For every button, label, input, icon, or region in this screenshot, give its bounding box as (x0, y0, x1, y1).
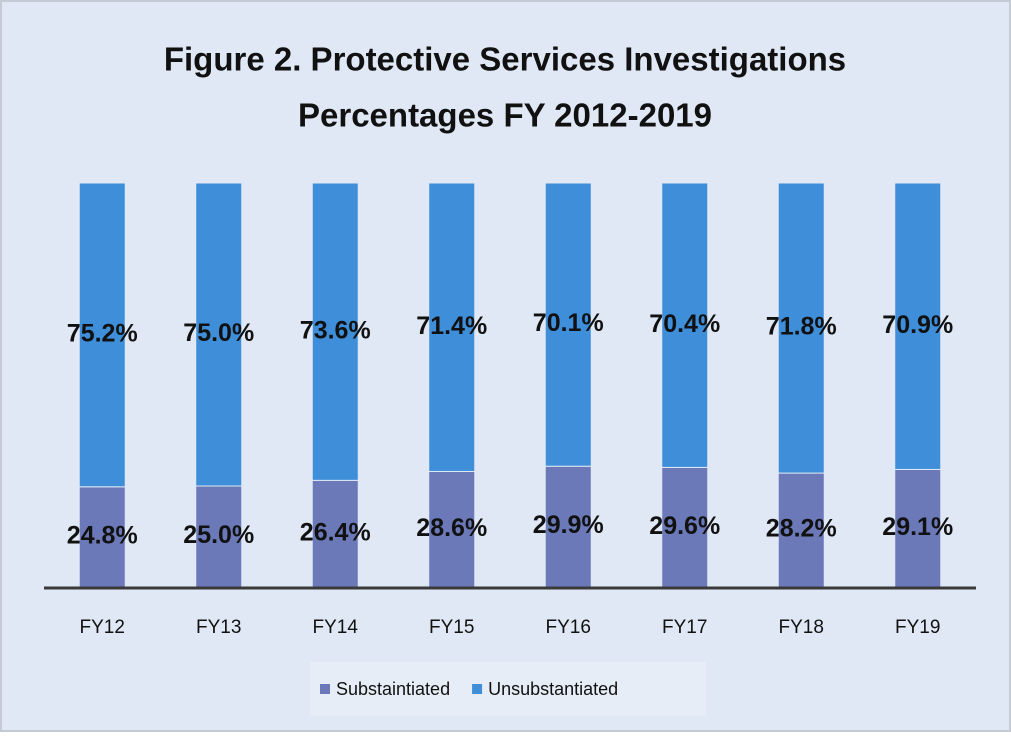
bar-segment (195, 182, 243, 487)
bar-segment (544, 465, 592, 588)
bar-segment (428, 182, 476, 472)
x-tick-label: FY14 (313, 617, 359, 638)
x-tick-label: FY12 (80, 617, 125, 638)
chart-title: Percentages FY 2012-2019 (298, 97, 712, 134)
value-label: 70.1% (533, 309, 604, 337)
legend-label: Substaintiated (336, 679, 450, 699)
bar-segment (311, 182, 359, 481)
value-label: 24.8% (67, 522, 138, 550)
legend-label: Unsubstantiated (488, 679, 618, 699)
value-label: 28.2% (766, 515, 837, 543)
chart-title: Figure 2. Protective Services Investigat… (164, 41, 846, 78)
value-label: 29.6% (649, 512, 720, 540)
bar-segment (544, 182, 592, 467)
bar-segment (78, 486, 126, 588)
bar-segment (428, 470, 476, 588)
bar-segment (777, 182, 825, 474)
legend-marker (472, 684, 483, 694)
legend-box (310, 662, 706, 716)
value-label: 75.0% (183, 319, 254, 347)
value-label: 29.9% (533, 511, 604, 539)
value-label: 70.4% (649, 310, 720, 338)
x-tick-label: FY18 (779, 617, 824, 638)
value-label: 75.2% (67, 320, 138, 348)
value-label: 26.4% (300, 518, 371, 546)
value-label: 29.1% (882, 513, 953, 541)
x-tick-label: FY16 (546, 617, 591, 638)
x-tick-label: FY15 (429, 617, 474, 638)
bar-segment (661, 182, 709, 468)
x-tick-label: FY13 (196, 617, 241, 638)
legend-marker (320, 684, 330, 694)
value-label: 71.4% (416, 312, 487, 340)
value-label: 25.0% (183, 521, 254, 549)
bar-segment (661, 466, 709, 588)
value-label: 71.8% (766, 313, 837, 341)
x-tick-label: FY17 (662, 617, 707, 638)
bar-segment (894, 468, 942, 588)
value-label: 73.6% (300, 316, 371, 344)
bar-segment (78, 182, 126, 488)
value-label: 70.9% (882, 311, 953, 339)
bar-segment (311, 479, 359, 588)
bar-segment (894, 182, 942, 470)
bar-segment (195, 485, 243, 588)
x-tick-label: FY19 (895, 617, 940, 638)
value-label: 28.6% (416, 514, 487, 542)
